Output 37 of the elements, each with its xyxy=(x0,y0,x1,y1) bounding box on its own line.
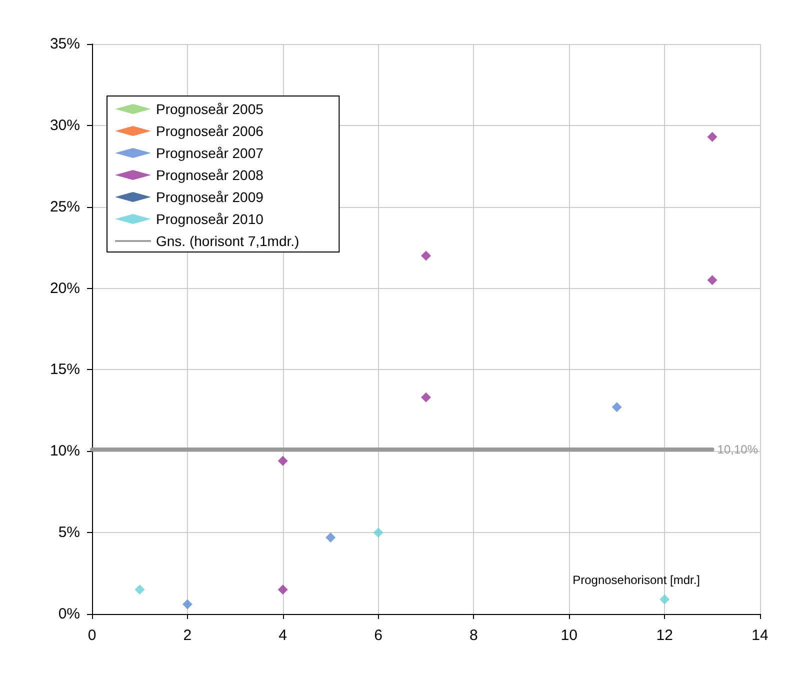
point xyxy=(134,584,145,595)
y-tick-label: 10% xyxy=(50,442,80,460)
point xyxy=(707,132,718,142)
legend-label: Prognoseår 2009 xyxy=(156,189,264,205)
point xyxy=(612,402,622,412)
point xyxy=(421,250,431,261)
y-tick-label: 15% xyxy=(50,361,80,378)
point xyxy=(421,392,431,402)
legend-label: Prognoseår 2006 xyxy=(156,123,264,139)
x-axis-title: Prognosehorisont [mdr.] xyxy=(572,573,700,587)
point xyxy=(278,584,288,595)
legend-label: Prognoseår 2005 xyxy=(156,101,264,117)
x-tick-label: 6 xyxy=(374,627,382,644)
y-tick-label: 35% xyxy=(50,36,80,52)
y-tick-label: 20% xyxy=(50,280,80,297)
y-tick-label: 0% xyxy=(58,606,80,622)
y-tick-label: 5% xyxy=(58,524,80,542)
x-tick-label: 4 xyxy=(278,627,288,644)
x-tick-label: 2 xyxy=(183,627,192,644)
x-tick-label: 8 xyxy=(470,627,478,644)
x-tick-label: 12 xyxy=(656,627,673,644)
legend-label: Prognoseår 2010 xyxy=(156,211,264,227)
x-tick-label: 10 xyxy=(560,627,578,644)
point xyxy=(373,528,384,538)
y-tick-label: 25% xyxy=(50,198,80,216)
data-label: 10,10% xyxy=(717,442,758,457)
point xyxy=(278,456,288,466)
legend-label: Prognoseår 2008 xyxy=(156,167,264,183)
legend-label: Gns. (horisont 7,1mdr.) xyxy=(156,233,300,249)
point xyxy=(660,594,670,604)
x-tick-label: 0 xyxy=(88,627,96,644)
legend-label: Prognoseår 2007 xyxy=(156,145,264,161)
point xyxy=(182,599,192,610)
point xyxy=(707,275,718,286)
y-tick-label: 30% xyxy=(50,116,80,134)
x-tick-label: 14 xyxy=(752,627,768,644)
point xyxy=(326,532,336,542)
